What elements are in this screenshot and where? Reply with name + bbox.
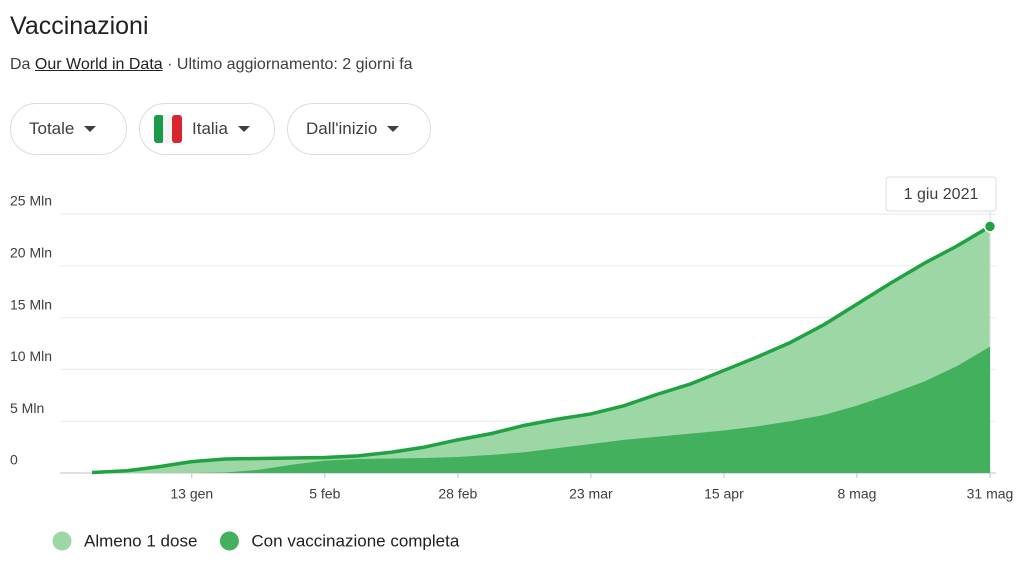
area xyxy=(92,346,990,473)
tooltip: 1 giu 2021 xyxy=(904,186,979,203)
filter-button[interactable]: Italia xyxy=(139,103,275,155)
filter-button[interactable]: Dall'inizio xyxy=(287,103,431,155)
tooltip-box xyxy=(885,176,997,212)
dropdown-arrow xyxy=(387,126,400,132)
legend-label: Con vaccinazione completa xyxy=(251,531,459,550)
y-tick-label: 0 xyxy=(10,452,18,468)
title: Vaccinazioni xyxy=(10,12,149,40)
subtitle: Da Our World in Data · Ultimo aggiorname… xyxy=(10,56,413,74)
source-link[interactable]: Our World in Data xyxy=(34,56,163,73)
y-tick-label: 20 Mln xyxy=(10,245,52,261)
legend-swatch xyxy=(219,531,239,551)
x-tick-label: 5 feb xyxy=(309,486,340,502)
legend-swatch xyxy=(52,531,72,551)
filter-label: Totale xyxy=(29,119,75,138)
filter-label: Italia xyxy=(192,119,228,138)
x-tick-label: 15 apr xyxy=(704,486,744,502)
x-tick-label: 23 mar xyxy=(569,486,613,502)
dropdown-arrow xyxy=(237,126,250,132)
x-tick-label: 28 feb xyxy=(438,486,477,502)
legend-label: Almeno 1 dose xyxy=(84,531,197,550)
x-tick-label: 8 mag xyxy=(838,486,877,502)
filter-label: Dall'inizio xyxy=(306,119,378,138)
filter-button[interactable]: Totale xyxy=(10,103,127,155)
end-point xyxy=(983,220,997,233)
y-tick-label: 5 Mln xyxy=(10,400,44,416)
x-tick-label: 13 gen xyxy=(170,486,213,502)
updated: · Ultimo aggiornamento: 2 giorni fa xyxy=(167,56,413,73)
dropdown-arrow xyxy=(84,126,97,132)
flag xyxy=(154,115,182,143)
source-prefix: Da xyxy=(10,56,31,73)
y-tick-label: 25 Mln xyxy=(10,193,52,209)
area xyxy=(92,226,990,473)
x-tick-label: 31 mag xyxy=(967,486,1014,502)
y-tick-label: 15 Mln xyxy=(10,296,52,312)
y-tick-label: 10 Mln xyxy=(10,348,52,364)
line xyxy=(91,224,991,475)
